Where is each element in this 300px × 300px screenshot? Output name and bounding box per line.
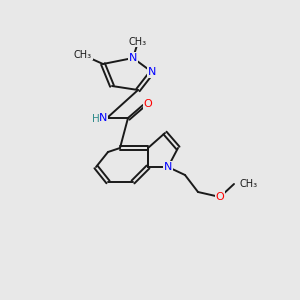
Text: N: N <box>148 67 156 77</box>
Text: N: N <box>164 162 172 172</box>
Text: CH₃: CH₃ <box>74 50 92 60</box>
Text: O: O <box>144 99 152 109</box>
Text: CH₃: CH₃ <box>129 37 147 47</box>
Text: CH₃: CH₃ <box>240 179 258 189</box>
Text: N: N <box>99 113 107 123</box>
Text: N: N <box>129 53 137 63</box>
Text: H: H <box>92 114 100 124</box>
Text: O: O <box>216 192 224 202</box>
